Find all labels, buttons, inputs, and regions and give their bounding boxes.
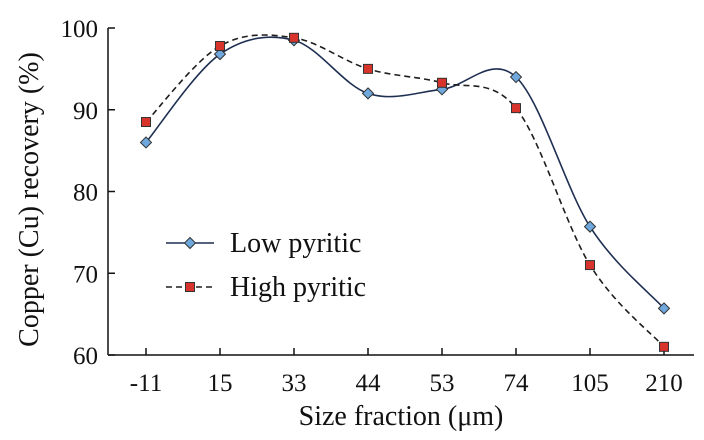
data-point-high-pyritic bbox=[141, 117, 151, 128]
legend: Low pyritic High pyritic bbox=[166, 228, 366, 303]
y-tick-label: 60 bbox=[73, 343, 98, 370]
x-tick-label: -11 bbox=[130, 370, 162, 397]
legend-marker-high-pyritic bbox=[185, 282, 195, 292]
series-lines bbox=[145, 34, 665, 348]
data-point-high-pyritic bbox=[363, 63, 373, 74]
x-tick-label: 74 bbox=[504, 370, 530, 397]
y-tick-label: 90 bbox=[73, 98, 98, 125]
data-point-high-pyritic bbox=[585, 260, 595, 271]
data-point-low-pyritic bbox=[657, 302, 671, 315]
series-line-high-pyritic bbox=[145, 34, 665, 348]
data-point-low-pyritic bbox=[213, 47, 227, 61]
data-point-low-pyritic bbox=[509, 70, 523, 84]
tick-labels: 60 70 80 90 100 -11 15 33 44 53 74 105 210 bbox=[61, 16, 683, 397]
y-tick-label: 100 bbox=[61, 16, 99, 43]
y-axis-label: Copper (Cu) recovery (%) bbox=[14, 52, 45, 347]
y-tick-label: 80 bbox=[73, 180, 98, 207]
x-tick-label: 210 bbox=[645, 370, 683, 397]
series-line-low-pyritic bbox=[145, 36, 665, 309]
data-point-high-pyritic bbox=[289, 32, 299, 43]
x-tick-label: 15 bbox=[208, 370, 233, 397]
data-point-high-pyritic bbox=[215, 40, 225, 51]
data-point-low-pyritic bbox=[361, 87, 375, 100]
data-point-low-pyritic bbox=[139, 136, 153, 149]
x-tick-label: 105 bbox=[571, 370, 609, 397]
legend-label-high-pyritic: High pyritic bbox=[230, 272, 366, 303]
legend-marker-low-pyritic bbox=[183, 236, 197, 250]
data-point-low-pyritic bbox=[583, 220, 597, 233]
series-markers bbox=[139, 32, 671, 352]
x-tick-label: 44 bbox=[356, 370, 382, 397]
axes bbox=[107, 27, 694, 356]
data-point-high-pyritic bbox=[511, 103, 521, 114]
data-point-high-pyritic bbox=[659, 341, 669, 352]
x-tick-label: 53 bbox=[430, 370, 455, 397]
y-tick-label: 70 bbox=[73, 261, 98, 288]
x-tick-label: 33 bbox=[282, 370, 307, 397]
x-axis-label: Size fraction (μm) bbox=[299, 401, 504, 432]
data-point-high-pyritic bbox=[437, 77, 447, 88]
legend-label-low-pyritic: Low pyritic bbox=[230, 228, 361, 259]
